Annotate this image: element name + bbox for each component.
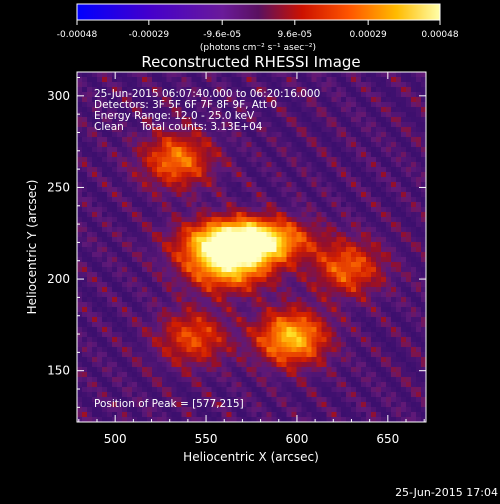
heatmap-image: [77, 72, 426, 422]
y-tick-label: 300: [47, 89, 70, 103]
y-tick-label: 150: [47, 364, 70, 378]
y-tick-label: 200: [47, 272, 70, 286]
x-tick-label: 650: [376, 432, 399, 446]
x-tick-label: 550: [195, 432, 218, 446]
colorbar-tick-label: 0.00048: [421, 30, 458, 40]
colorbar-tick-label: -0.00048: [57, 30, 98, 40]
x-axis-label: Heliocentric X (arcsec): [183, 450, 319, 464]
annotation-line: 25-Jun-2015 06:07:40.000 to 06:20:16.000: [94, 88, 320, 100]
y-axis: 150 200 250 300: [47, 76, 426, 408]
annotation-line: Detectors: 3F 5F 6F 7F 8F 9F, Att 0: [94, 99, 277, 111]
annotation-line: Clean Total counts: 3.13E+04: [94, 121, 263, 133]
plot-frame: [76, 71, 427, 423]
y-tick-label: 250: [47, 180, 70, 194]
chart-title: Reconstructed RHESSI Image: [141, 53, 360, 71]
annotation-block: 25-Jun-2015 06:07:40.000 to 06:20:16.000…: [94, 88, 320, 133]
colorbar-tick-label: 0.00029: [350, 30, 387, 40]
peak-position-label: Position of Peak = [577,215]: [94, 398, 244, 410]
x-tick-label: 500: [104, 432, 127, 446]
colorbar-tick-label: -0.00029: [129, 30, 170, 40]
colorbar-units-label: (photons cm⁻² s⁻¹ asec⁻²): [200, 43, 316, 53]
colorbar-ticks: -0.00048 -0.00029 -9.6e-05 9.6e-05 0.00029 0.…: [57, 20, 459, 40]
x-axis: 500 550 600 650: [78, 72, 425, 446]
colorbar-tick-label: -9.6e-05: [203, 30, 241, 40]
footer-timestamp: 25-Jun-2015 17:04: [395, 486, 498, 499]
y-axis-label: Heliocentric Y (arcsec): [25, 180, 39, 315]
colorbar-tick-label: 9.6e-05: [278, 30, 313, 40]
annotation-line: Energy Range: 12.0 - 25.0 keV: [94, 110, 255, 122]
colorbar: [76, 3, 441, 21]
x-tick-label: 600: [285, 432, 308, 446]
